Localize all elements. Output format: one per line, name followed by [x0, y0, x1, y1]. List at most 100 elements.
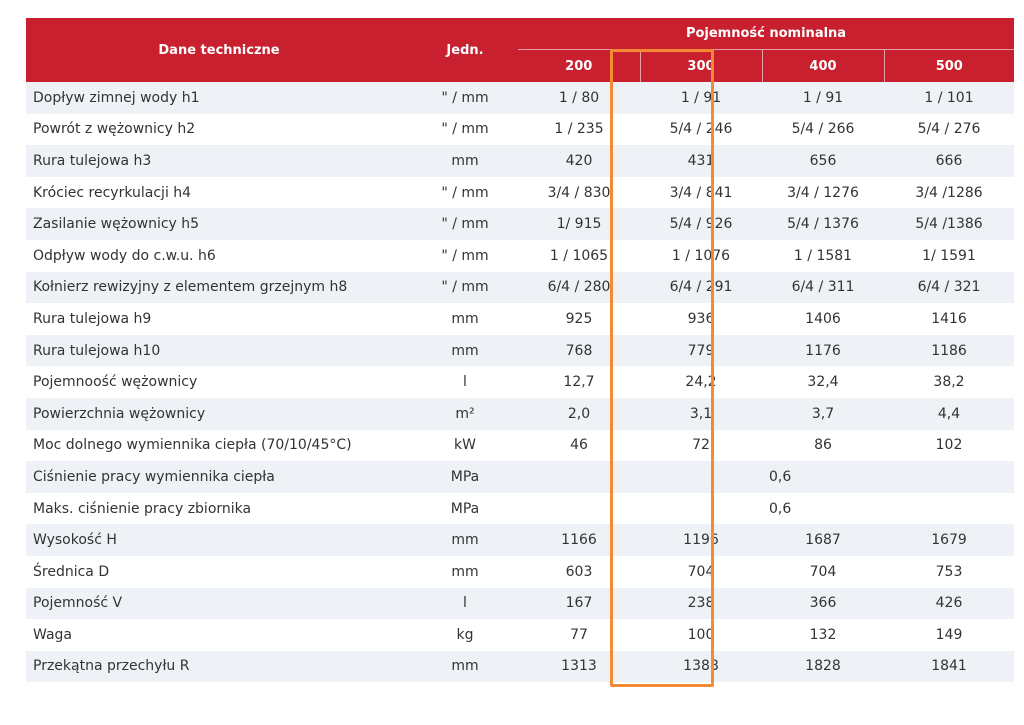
value-cell-400: 5/4 / 1376	[762, 208, 884, 240]
value-cell-500: 102	[884, 429, 1015, 462]
row-parameter-name: Waga	[26, 619, 412, 651]
value-cell-200: 77	[518, 619, 640, 651]
row-unit: " / mm	[412, 82, 518, 114]
empty-cell	[518, 461, 640, 493]
value-cell-300: 72	[640, 429, 762, 462]
shared-value-cell: 0,6	[762, 492, 1015, 525]
row-parameter-name: Powierzchnia wężownicy	[26, 397, 412, 430]
value-cell-400: 1828	[762, 650, 884, 683]
row-unit: MPa	[412, 492, 518, 525]
value-cell-500: 38,2	[884, 366, 1015, 398]
value-cell-500: 1 / 101	[884, 82, 1015, 114]
value-cell-400: 1 / 91	[762, 82, 884, 114]
value-cell-400: 32,4	[762, 366, 884, 398]
value-cell-300: 238	[640, 587, 762, 620]
header-capacity-group: Pojemność nominalna	[518, 18, 1015, 50]
row-parameter-name: Pojemność V	[26, 587, 412, 620]
row-parameter-name: Kołnierz rewizyjny z elementem grzejnym …	[26, 271, 412, 304]
value-cell-500: 426	[884, 587, 1015, 620]
value-cell-400: 3,7	[762, 397, 884, 430]
value-cell-500: 149	[884, 619, 1015, 651]
table-row: Pojemnoość wężownicy l 12,7 24,2 32,4 38,2	[26, 366, 1015, 398]
value-cell-300: 5/4 / 926	[640, 208, 762, 240]
empty-cell	[518, 492, 640, 525]
value-cell-500: 4,4	[884, 397, 1015, 430]
row-parameter-name: Pojemnoość wężownicy	[26, 366, 412, 398]
row-unit: " / mm	[412, 271, 518, 304]
table-row: Króciec recyrkulacji h4 " / mm 3/4 / 830 3/…	[26, 176, 1015, 209]
value-cell-400: 1 / 1581	[762, 239, 884, 272]
value-cell-400: 656	[762, 145, 884, 177]
row-unit: kW	[412, 429, 518, 462]
row-unit: l	[412, 587, 518, 620]
row-parameter-name: Średnica D	[26, 555, 412, 588]
value-cell-300: 1 / 1076	[640, 239, 762, 272]
value-cell-200: 3/4 / 830	[518, 176, 640, 209]
row-unit: " / mm	[412, 239, 518, 272]
table-row: Zasilanie wężownicy h5 " / mm 1/ 915 5/4 / …	[26, 208, 1015, 240]
shared-value-cell: 0,6	[762, 461, 1015, 493]
row-unit: m²	[412, 397, 518, 430]
value-cell-200: 603	[518, 555, 640, 588]
value-cell-400: 3/4 / 1276	[762, 176, 884, 209]
row-unit: mm	[412, 650, 518, 683]
value-cell-300: 1196	[640, 524, 762, 556]
value-cell-500: 1416	[884, 303, 1015, 335]
value-cell-500: 6/4 / 321	[884, 271, 1015, 304]
value-cell-500: 5/4 / 276	[884, 113, 1015, 146]
table-row: Maks. ciśnienie pracy zbiornika MPa 0,6	[26, 492, 1015, 525]
value-cell-300: 1 / 91	[640, 82, 762, 114]
row-parameter-name: Odpływ wody do c.w.u. h6	[26, 239, 412, 272]
header-capacity-200: 200	[518, 49, 640, 82]
value-cell-400: 5/4 / 266	[762, 113, 884, 146]
header-name: Dane techniczne	[26, 18, 412, 82]
header-capacity-400: 400	[761, 49, 884, 82]
value-cell-200: 1 / 235	[518, 113, 640, 146]
table-row: Kołnierz rewizyjny z elementem grzejnym …	[26, 271, 1015, 304]
table-row: Waga kg 77 100 132 149	[26, 619, 1015, 651]
value-cell-500: 1186	[884, 334, 1015, 367]
value-cell-200: 1166	[518, 524, 640, 556]
value-cell-200: 6/4 / 280	[518, 271, 640, 304]
value-cell-500: 666	[884, 145, 1015, 177]
value-cell-200: 1 / 80	[518, 82, 640, 114]
table-body: Dopływ zimnej wody h1 " / mm 1 / 80 1 / 91 1…	[26, 82, 1015, 683]
value-cell-200: 46	[518, 429, 640, 462]
value-cell-200: 1/ 915	[518, 208, 640, 240]
row-parameter-name: Zasilanie wężownicy h5	[26, 208, 412, 240]
value-cell-300: 6/4 / 291	[640, 271, 762, 304]
row-parameter-name: Ciśnienie pracy wymiennika ciepła	[26, 461, 412, 493]
value-cell-200: 12,7	[518, 366, 640, 398]
value-cell-300: 3/4 / 841	[640, 176, 762, 209]
value-cell-300: 779	[640, 334, 762, 367]
value-cell-300: 936	[640, 303, 762, 335]
table-row: Dopływ zimnej wody h1 " / mm 1 / 80 1 / 91 1…	[26, 82, 1015, 114]
value-cell-500: 1841	[884, 650, 1015, 683]
row-unit: l	[412, 366, 518, 398]
header-capacity-500: 500	[883, 49, 1015, 82]
table-row: Rura tulejowa h10 mm 768 779 1176 1186	[26, 334, 1015, 367]
value-cell-400: 6/4 / 311	[762, 271, 884, 304]
value-cell-300: 3,1	[640, 397, 762, 430]
value-cell-400: 1687	[762, 524, 884, 556]
value-cell-300: 5/4 / 246	[640, 113, 762, 146]
row-parameter-name: Przekątna przechyłu R	[26, 650, 412, 683]
value-cell-200: 925	[518, 303, 640, 335]
value-cell-200: 2,0	[518, 397, 640, 430]
row-parameter-name: Powrót z wężownicy h2	[26, 113, 412, 146]
value-cell-200: 768	[518, 334, 640, 367]
row-unit: " / mm	[412, 208, 518, 240]
table-row: Ciśnienie pracy wymiennika ciepła MPa 0,6	[26, 461, 1015, 493]
value-cell-500: 753	[884, 555, 1015, 588]
row-unit: mm	[412, 524, 518, 556]
value-cell-200: 1313	[518, 650, 640, 683]
value-cell-200: 420	[518, 145, 640, 177]
value-cell-500: 5/4 /1386	[884, 208, 1015, 240]
row-unit: mm	[412, 334, 518, 367]
technical-data-table: Dane techniczne Jedn. Pojemność nominaln…	[26, 18, 1015, 683]
row-parameter-name: Rura tulejowa h10	[26, 334, 412, 367]
row-unit: " / mm	[412, 113, 518, 146]
value-cell-400: 132	[762, 619, 884, 651]
